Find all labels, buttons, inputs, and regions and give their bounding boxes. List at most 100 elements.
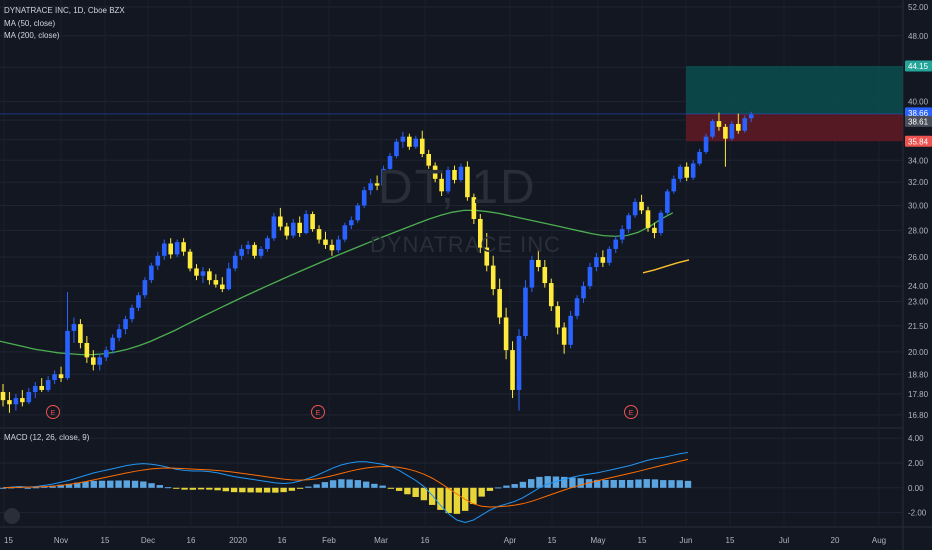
ma200-legend[interactable]: MA (200, close) [4, 31, 60, 40]
earnings-marker-icon[interactable] [624, 405, 638, 419]
price-tag-stop[interactable] [905, 135, 932, 147]
macd-histogram-bar [478, 487, 485, 497]
macd-histogram-bar [610, 479, 617, 488]
candle-body [329, 244, 335, 251]
macd-histogram-bar [57, 484, 64, 488]
ma50-legend[interactable]: MA (50, close) [4, 19, 56, 28]
candle-body [207, 271, 212, 281]
macd-histogram-bar [164, 487, 172, 489]
candle [323, 231, 328, 249]
candle-body [297, 222, 302, 233]
macd-histogram-bar [420, 487, 428, 501]
macd-histogram-bar [140, 481, 147, 488]
profit-zone[interactable] [686, 65, 903, 114]
candle [613, 235, 619, 254]
candle [400, 131, 406, 148]
price-tick-label: 17.80 [908, 390, 929, 399]
candle-body [13, 398, 19, 405]
time-tick-label: Apr [504, 536, 517, 545]
macd-histogram-bar [329, 480, 337, 488]
macd-histogram-bar [379, 485, 386, 488]
symbol-title[interactable]: DYNATRACE INC, 1D, Cboe BZX [4, 6, 125, 15]
price-tag-last[interactable] [905, 115, 932, 127]
macd-histogram-bar [527, 479, 535, 488]
candle-body [658, 212, 664, 233]
candle-body [220, 284, 225, 290]
candle-body [594, 257, 599, 268]
candle [97, 353, 103, 371]
earnings-marker-icon[interactable] [46, 405, 60, 419]
candle [432, 162, 438, 183]
candle-body [349, 220, 354, 226]
candle [600, 250, 606, 268]
candle [536, 248, 541, 272]
time-tick-label: May [590, 536, 605, 545]
macd-histogram-bar [561, 476, 568, 488]
candle [310, 211, 315, 232]
price-axis[interactable]: 52.0048.0044.0040.0038.0036.0034.0032.00… [905, 3, 932, 420]
candle-body [342, 225, 348, 240]
candle-body [413, 138, 419, 147]
earnings-marker-label: E [629, 410, 634, 417]
candle-body [516, 336, 522, 390]
candle-body [400, 136, 406, 142]
macd-histogram-bar [627, 479, 634, 488]
candle-body [503, 317, 509, 351]
earnings-marker-icon[interactable] [311, 405, 325, 419]
candle-body [239, 248, 244, 256]
time-tick-label: 15 [4, 536, 13, 545]
macd-histogram-bar [536, 476, 543, 488]
candle [174, 239, 180, 258]
candle-body [600, 257, 606, 263]
price-tick-label: 24.00 [908, 282, 929, 291]
candle [329, 239, 335, 256]
candle [471, 193, 477, 225]
candle-body [394, 141, 399, 157]
candle [452, 165, 457, 184]
candle-body [361, 190, 367, 206]
candle [658, 210, 664, 236]
candle [645, 206, 651, 232]
candle [342, 222, 348, 243]
candle-body [142, 280, 148, 296]
macd-histogram-bar [206, 487, 213, 490]
candle-body [555, 306, 560, 328]
candle [7, 391, 12, 413]
candle [465, 161, 470, 201]
candle [20, 389, 25, 407]
candle [226, 262, 232, 291]
candle-body [278, 216, 283, 227]
loss-zone[interactable] [686, 113, 903, 142]
time-tick-label: Mar [374, 536, 388, 545]
candle [368, 178, 373, 195]
candle-body [497, 289, 502, 318]
candle [671, 175, 677, 194]
macd-line [2, 451, 689, 524]
candle [723, 123, 728, 167]
price-tag-target[interactable] [905, 60, 932, 72]
risk-reward-zones[interactable] [0, 65, 903, 142]
candle [716, 112, 722, 131]
candle [639, 194, 644, 215]
candle [271, 212, 277, 241]
macd-histogram-bar [148, 483, 155, 488]
time-axis[interactable]: 15 Nov 15 Dec 16 2020 16 Feb Mar 16 Apr 15 May 15 Jun 1… [4, 536, 886, 545]
candle [503, 307, 509, 360]
candle-body [465, 166, 470, 198]
candle-body [432, 165, 438, 179]
candle [71, 317, 77, 343]
time-tick-label: Jul [779, 536, 789, 545]
candle [458, 163, 464, 183]
tradingview-logo-icon[interactable] [4, 508, 20, 524]
macd-legend[interactable]: MACD (12, 26, close, 9) [4, 433, 90, 442]
candle-body [445, 169, 451, 192]
macd-histogram-bar [24, 487, 31, 489]
candle [110, 334, 115, 354]
price-tag-entry[interactable] [905, 107, 932, 119]
time-tick-label: 16 [421, 536, 430, 545]
candle [32, 382, 38, 399]
candle [58, 366, 64, 383]
price-tick-label: 23.00 [908, 297, 929, 306]
